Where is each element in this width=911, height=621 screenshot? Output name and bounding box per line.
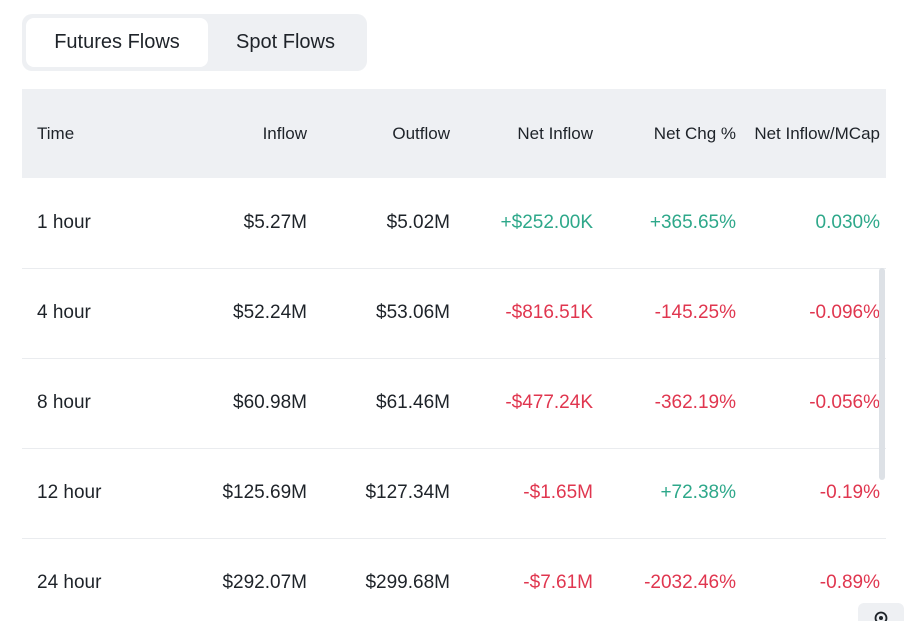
row-outflow: $5.02M (386, 211, 450, 233)
row-net-chg: -145.25% (654, 302, 736, 323)
row-net-inflow: -$477.24K (505, 392, 593, 413)
table-row: 8 hour $60.98M $61.46M -$477.24K -362.19% -0.… (22, 358, 886, 448)
vertical-scrollbar[interactable] (879, 268, 885, 480)
row-time: 12 hour (37, 482, 102, 503)
row-net-chg: +365.65% (649, 211, 736, 233)
header-time: Time (37, 123, 75, 143)
flows-table: Time Inflow Outflow Net Inflow Net Chg %… (22, 89, 886, 621)
row-outflow: $61.46M (376, 392, 450, 413)
row-net-inflow: -$7.61M (523, 572, 593, 593)
row-inflow: $52.24M (233, 302, 307, 323)
row-net-inflow-mcap: -0.89% (819, 572, 880, 593)
row-inflow: $60.98M (233, 392, 307, 413)
header-inflow: Inflow (262, 123, 307, 143)
row-time: 24 hour (37, 572, 102, 593)
table-row: 12 hour $125.69M $127.34M -$1.65M +72.38% -0.… (22, 448, 886, 538)
settings-widget[interactable] (858, 603, 904, 621)
row-net-chg: +72.38% (660, 482, 736, 503)
table-row: 24 hour $292.07M $299.68M -$7.61M -2032.46% -… (22, 538, 886, 621)
tab-spot-flows[interactable]: Spot Flows (236, 31, 335, 53)
row-outflow: $299.68M (365, 572, 450, 593)
row-time: 4 hour (37, 302, 91, 323)
row-net-inflow-mcap: 0.030% (815, 211, 880, 233)
header-net-chg: Net Chg % (653, 123, 736, 143)
row-net-inflow-mcap: -0.056% (809, 392, 880, 413)
row-net-inflow: -$816.51K (505, 302, 593, 323)
row-inflow: $125.69M (222, 482, 307, 503)
gear-icon (872, 609, 890, 621)
header-outflow: Outflow (392, 123, 450, 143)
row-inflow: $5.27M (243, 211, 307, 233)
tab-futures-flows[interactable]: Futures Flows (26, 18, 208, 67)
flow-type-tabs: Futures Flows Spot Flows (22, 14, 367, 71)
row-net-inflow: +$252.00K (500, 211, 593, 233)
row-time: 1 hour (37, 211, 91, 233)
header-net-inflow: Net Inflow (517, 123, 593, 143)
row-inflow: $292.07M (222, 572, 307, 593)
row-net-chg: -362.19% (654, 392, 736, 413)
row-net-inflow: -$1.65M (523, 482, 593, 503)
row-outflow: $53.06M (376, 302, 450, 323)
table-header-row: Time Inflow Outflow Net Inflow Net Chg %… (22, 89, 886, 178)
row-time: 8 hour (37, 392, 91, 413)
table-row: 1 hour $5.27M $5.02M +$252.00K +365.65% 0.030… (22, 178, 886, 268)
row-net-inflow-mcap: -0.19% (819, 482, 880, 503)
row-net-chg: -2032.46% (644, 572, 736, 593)
row-net-inflow-mcap: -0.096% (809, 302, 880, 323)
header-net-inflow-mcap: Net Inflow/MCap (754, 123, 880, 143)
row-outflow: $127.34M (365, 482, 450, 503)
table-row: 4 hour $52.24M $53.06M -$816.51K -145.25% -0.… (22, 268, 886, 358)
